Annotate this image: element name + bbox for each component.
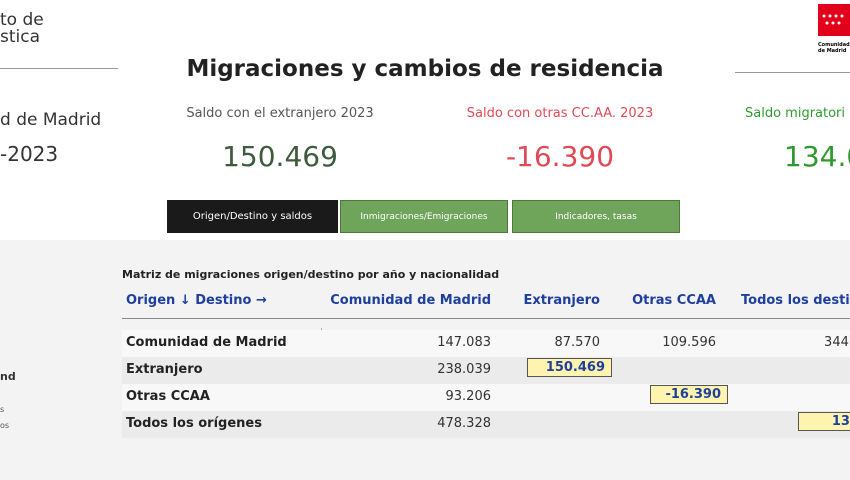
cell: 478.328 [437,416,491,431]
logo-right-text: Comunidad de Madrid [818,42,850,54]
tab[interactable]: Inmigraciones/Emigraciones [340,200,508,233]
table-row [122,357,850,384]
tab[interactable]: Origen/Destino y saldos [167,200,338,233]
cell: 93.206 [445,389,492,404]
cell: 147.083 [437,335,491,350]
region: d de Madrid [0,110,102,130]
logo-flag [818,4,850,36]
table-row [122,384,850,411]
column-header: Origen ↓ Destino → [126,293,267,308]
kpi-label: Saldo con otras CC.AA. 2023 [466,106,654,121]
side-label: s [0,405,5,414]
table-row [122,330,850,357]
kpi-value: 150.469 [222,140,338,173]
row-header: Otras CCAA [126,389,210,404]
cell: 344. [824,335,850,350]
cell: 238.039 [437,362,491,377]
column-header: Extranjero [523,293,600,308]
divider [735,72,850,73]
tab[interactable]: Indicadores, tasas [512,200,680,233]
kpi-value: 134.0 [784,140,850,173]
page-title: Migraciones y cambios de residencia [186,56,664,82]
column-header: Todos los desti [741,293,850,308]
column-header: Comunidad de Madrid [330,293,491,308]
side-label: os [0,421,10,430]
row-header: Todos los orígenes [126,416,262,431]
kpi-label: Saldo migratori [745,106,846,121]
kpi-label: Saldo con el extranjero 2023 [186,106,374,121]
logo-left-line: stica [0,27,41,47]
side-label: nd [0,370,16,383]
header-rule [122,318,850,319]
row-header: Comunidad de Madrid [126,335,287,350]
highlight-cell: -16.390 [650,385,728,404]
period: -2023 [0,142,59,166]
kpi-value: -16.390 [505,140,615,173]
logo-left-line: to de [0,10,44,30]
highlight-cell: 150.469 [527,358,612,377]
cell: 87.570 [554,335,601,350]
table-row [122,411,850,438]
table-title: Matriz de migraciones origen/destino por… [122,268,500,281]
row-header: Extranjero [126,362,203,377]
highlight-cell: 134.0 [798,412,850,431]
column-header: Otras CCAA [632,293,716,308]
cell: 109.596 [662,335,716,350]
divider [0,68,118,69]
